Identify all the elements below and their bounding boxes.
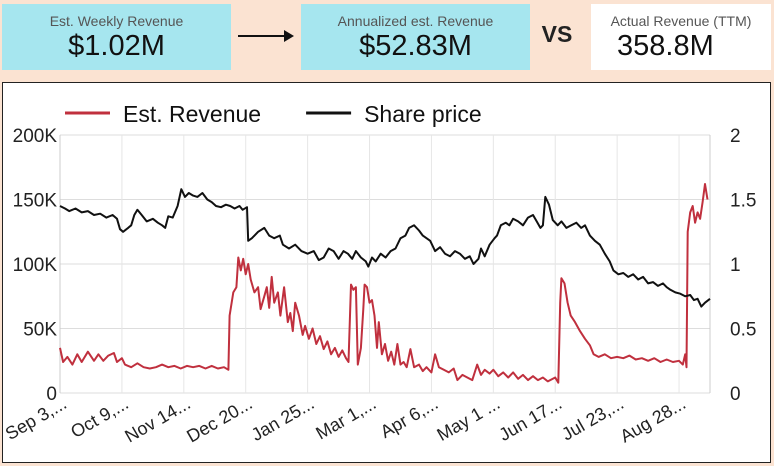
x-tick-label: Dec 20... — [183, 393, 255, 446]
y-right-tick-label: 0 — [730, 384, 741, 405]
revenue-share-price-chart: 0 50K 100K 150K 200K 0 0.5 1 1.5 2 Sep 3,... Oct 9,… — [2, 82, 771, 463]
x-tick-label: Apr 6,... — [377, 393, 442, 442]
x-tick-label: May 1 ... — [434, 393, 504, 445]
legend-label-est-revenue: Est. Revenue — [123, 101, 261, 127]
y-left-tick-label: 150K — [13, 191, 58, 212]
arrow-right-icon — [238, 30, 294, 42]
x-tick-label: Jan 25... — [248, 393, 318, 445]
y-right-tick-label: 0.5 — [730, 320, 756, 341]
kpi-label: Est. Weekly Revenue — [49, 13, 184, 29]
versus-label: VS — [541, 21, 573, 47]
y-right-tick-label: 2 — [730, 126, 741, 147]
y-right-tick-label: 1.5 — [730, 191, 756, 212]
x-tick-label: Aug 28... — [617, 393, 689, 446]
kpi-value: $1.02M — [68, 30, 165, 62]
y-left-tick-label: 50K — [23, 320, 57, 341]
x-tick-label: Mar 1,... — [312, 393, 379, 443]
legend-label-share-price: Share price — [364, 101, 482, 127]
x-tick-label: Jul 23,... — [558, 393, 627, 444]
y-left-tick-label: 200K — [13, 126, 58, 147]
kpi-actual-revenue: Actual Revenue (TTM) 358.8M — [591, 4, 771, 70]
x-tick-label: Nov 14... — [121, 393, 193, 446]
series-line-share-price — [59, 188, 711, 308]
x-tick-label: Sep 3,... — [3, 393, 70, 444]
series-line-est-revenue — [59, 183, 709, 384]
kpi-value: $52.83M — [359, 30, 472, 62]
y-left-tick-label: 0 — [46, 384, 57, 405]
kpi-label: Actual Revenue (TTM) — [610, 13, 752, 29]
kpi-annualized-revenue: Annualized est. Revenue $52.83M — [301, 4, 530, 70]
x-tick-label: Jun 17... — [495, 393, 565, 445]
chart-svg: 0 50K 100K 150K 200K 0 0.5 1 1.5 2 Sep 3,...Oct 9,… — [3, 101, 756, 446]
kpi-value: 358.8M — [617, 30, 714, 62]
kpi-label: Annualized est. Revenue — [337, 13, 494, 29]
y-right-tick-label: 1 — [730, 255, 741, 276]
kpi-est-weekly-revenue: Est. Weekly Revenue $1.02M — [2, 4, 231, 70]
y-left-tick-label: 100K — [13, 255, 58, 276]
x-tick-label: Oct 9,... — [67, 393, 132, 442]
